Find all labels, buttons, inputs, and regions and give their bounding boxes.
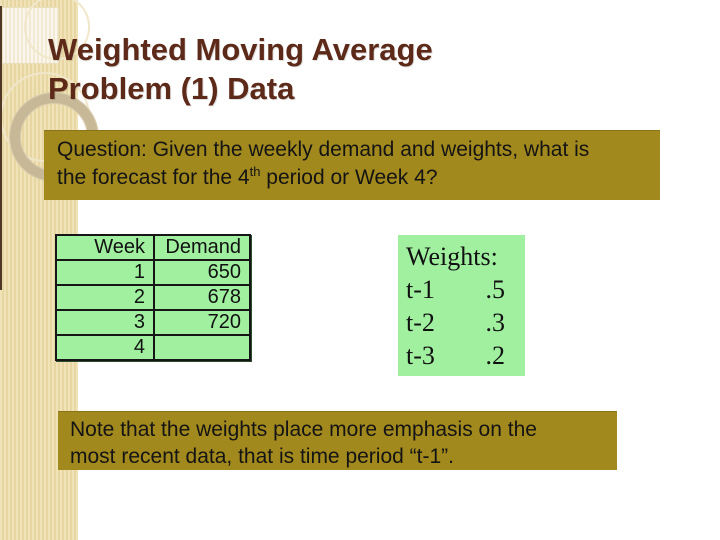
- weight-value: .3: [485, 308, 506, 337]
- weight-period-label: t-1: [406, 275, 435, 304]
- demand-table-row: 2 678: [55, 284, 251, 311]
- weight-value: .5: [485, 275, 506, 304]
- demand-table-header-row: Week Demand: [55, 234, 251, 261]
- question-line1: Question: Given the weekly demand and we…: [57, 138, 590, 161]
- demand-cell: 650: [153, 259, 251, 286]
- week-cell: 3: [55, 309, 155, 336]
- slide-title-line1: Weighted Moving Average: [48, 32, 433, 67]
- weight-period-label: t-2: [406, 308, 435, 337]
- weights-row: t-1 .5: [406, 273, 515, 306]
- weights-row: t-2 .3: [406, 306, 515, 339]
- decorative-circle-top-icon: [24, 0, 90, 60]
- question-box: Question: Given the weekly demand and we…: [44, 130, 660, 200]
- weight-value: .2: [485, 341, 506, 370]
- demand-table-row: 4: [55, 334, 251, 361]
- demand-table-row: 1 650: [55, 259, 251, 286]
- slide-title-line2: Problem (1) Data: [48, 71, 295, 106]
- demand-cell: [153, 334, 251, 361]
- question-line2-suffix: period or Week 4?: [260, 166, 438, 189]
- demand-table: Week Demand 1 650 2 678 3 720 4: [55, 234, 251, 361]
- week-cell: 4: [55, 334, 155, 361]
- demand-table-header-week: Week: [55, 234, 155, 261]
- weights-box: Weights: t-1 .5 t-2 .3 t-3 .2: [398, 235, 525, 376]
- note-line1: Note that the weights place more emphasi…: [70, 418, 537, 441]
- note-box: Note that the weights place more emphasi…: [58, 411, 617, 470]
- weights-row: t-3 .2: [406, 339, 515, 372]
- week-cell: 1: [55, 259, 155, 286]
- weights-title: Weights:: [406, 242, 498, 271]
- slide-title: Weighted Moving Average Problem (1) Data: [48, 30, 668, 108]
- left-border-line: [0, 6, 2, 290]
- question-ordinal-superscript: th: [249, 164, 261, 179]
- note-line2: most recent data, that is time period “t…: [70, 445, 454, 468]
- demand-cell: 678: [153, 284, 251, 311]
- demand-cell: 720: [153, 309, 251, 336]
- question-line2-prefix: the forecast for the 4: [57, 166, 250, 189]
- demand-table-row: 3 720: [55, 309, 251, 336]
- demand-table-header-demand: Demand: [153, 234, 251, 261]
- week-cell: 2: [55, 284, 155, 311]
- weight-period-label: t-3: [406, 341, 435, 370]
